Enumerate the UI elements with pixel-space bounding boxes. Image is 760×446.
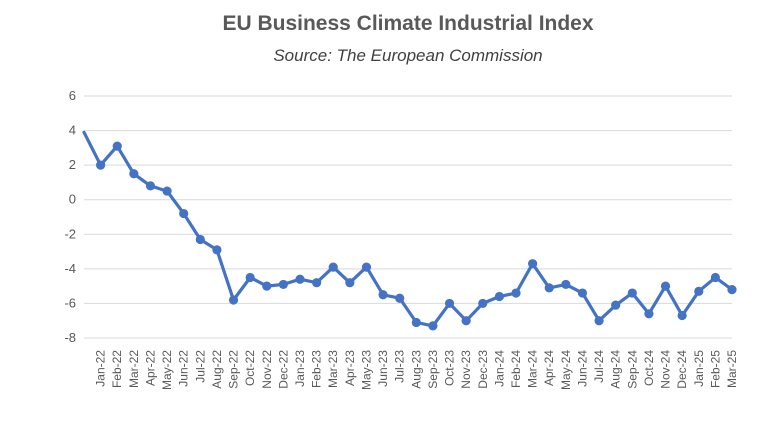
x-tick-label: Nov-23 (459, 350, 473, 389)
data-point (561, 279, 571, 290)
data-point (245, 272, 255, 283)
x-tick-label: Apr-22 (143, 350, 157, 386)
x-tick-label: Dec-23 (476, 350, 490, 389)
chart-title: EU Business Climate Industrial Index (222, 12, 594, 35)
data-point (627, 288, 637, 298)
x-tick-label: Oct-22 (243, 350, 257, 386)
data-point (611, 300, 621, 310)
data-point (262, 281, 272, 291)
series-line (82, 130, 734, 328)
y-tick-label: 2 (69, 157, 76, 172)
x-tick-label: Dec-24 (675, 350, 689, 389)
x-tick-label: Aug-23 (409, 350, 423, 389)
x-tick-label: Feb-23 (310, 350, 324, 388)
data-point (511, 288, 521, 298)
x-tick-label: Aug-22 (210, 350, 224, 389)
data-point (544, 283, 554, 293)
data-point (395, 293, 405, 303)
data-point (494, 291, 504, 302)
data-point (295, 274, 305, 284)
y-tick-label: 6 (69, 88, 76, 103)
x-tick-label: Jun-24 (575, 350, 589, 387)
x-tick-label: Feb-24 (509, 350, 523, 388)
data-point (727, 285, 737, 295)
x-tick-label: Mar-25 (725, 350, 739, 388)
x-tick-label: Nov-22 (260, 350, 274, 389)
data-point (278, 279, 288, 290)
x-tick-label: Jan-24 (492, 350, 506, 387)
x-tick-label: Jan-23 (293, 350, 307, 387)
x-tick-label: Aug-24 (609, 350, 623, 389)
data-point (228, 295, 239, 305)
x-tick-label: Jun-23 (376, 350, 390, 387)
x-tick-label: Jun-22 (177, 350, 191, 387)
data-point (644, 309, 654, 319)
data-point (444, 298, 455, 309)
data-point (528, 259, 538, 269)
data-point (312, 278, 322, 288)
x-tick-label: Oct-23 (443, 350, 457, 386)
data-point (345, 278, 355, 288)
data-point (129, 169, 139, 179)
x-tick-label: Apr-24 (542, 350, 556, 386)
data-point (96, 160, 106, 170)
x-tick-label: Jan-25 (692, 350, 706, 387)
x-tick-label: Feb-22 (110, 350, 124, 388)
data-point (195, 234, 205, 245)
data-point (328, 262, 338, 272)
x-tick-label: May-24 (559, 350, 573, 390)
data-point (112, 141, 122, 151)
x-tick-label: Jul-24 (592, 350, 606, 383)
y-tick-label: -2 (64, 226, 76, 241)
data-point (179, 208, 189, 219)
y-tick-label: 4 (69, 123, 76, 138)
x-tick-label: Apr-23 (343, 350, 357, 386)
data-point (478, 298, 488, 309)
x-tick-label: Feb-25 (708, 350, 722, 388)
y-tick-label: -8 (64, 330, 76, 345)
data-point (710, 272, 720, 283)
data-point (660, 281, 671, 291)
data-point (577, 288, 588, 298)
data-point (212, 245, 222, 255)
x-tick-label: Mar-24 (526, 350, 540, 388)
x-tick-label: May-23 (359, 350, 373, 390)
x-tick-label: Jan-22 (94, 350, 108, 387)
x-tick-label: Jul-22 (193, 350, 207, 383)
y-tick-label: -6 (64, 295, 76, 310)
y-tick-label: 0 (69, 192, 76, 207)
x-tick-label: Nov-24 (659, 350, 673, 389)
data-point (677, 310, 687, 321)
data-point (428, 321, 438, 331)
data-point (361, 262, 372, 272)
x-tick-label: Jul-23 (393, 350, 407, 383)
x-tick-label: Mar-22 (127, 350, 141, 388)
data-point (694, 286, 704, 296)
x-tick-label: Sep-24 (625, 350, 639, 389)
x-tick-label: Dec-22 (276, 350, 290, 389)
x-tick-label: Sep-23 (426, 350, 440, 389)
data-point (461, 316, 471, 326)
data-point (594, 316, 604, 326)
x-tick-label: May-22 (160, 350, 174, 390)
x-tick-label: Sep-22 (227, 350, 241, 389)
data-point (411, 317, 421, 328)
x-tick-label: Mar-23 (326, 350, 340, 388)
chart-subtitle: Source: The European Commission (273, 46, 543, 65)
x-tick-label: Oct-24 (642, 350, 656, 386)
data-point (378, 290, 388, 300)
y-tick-label: -4 (64, 261, 76, 276)
data-point (145, 181, 156, 191)
data-point (162, 186, 172, 196)
